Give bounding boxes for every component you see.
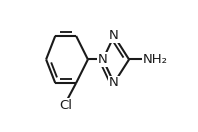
Text: Cl: Cl [59,99,72,112]
Text: N: N [98,53,108,66]
Text: NH₂: NH₂ [143,53,168,66]
Text: N: N [109,29,119,43]
Text: N: N [109,76,119,89]
